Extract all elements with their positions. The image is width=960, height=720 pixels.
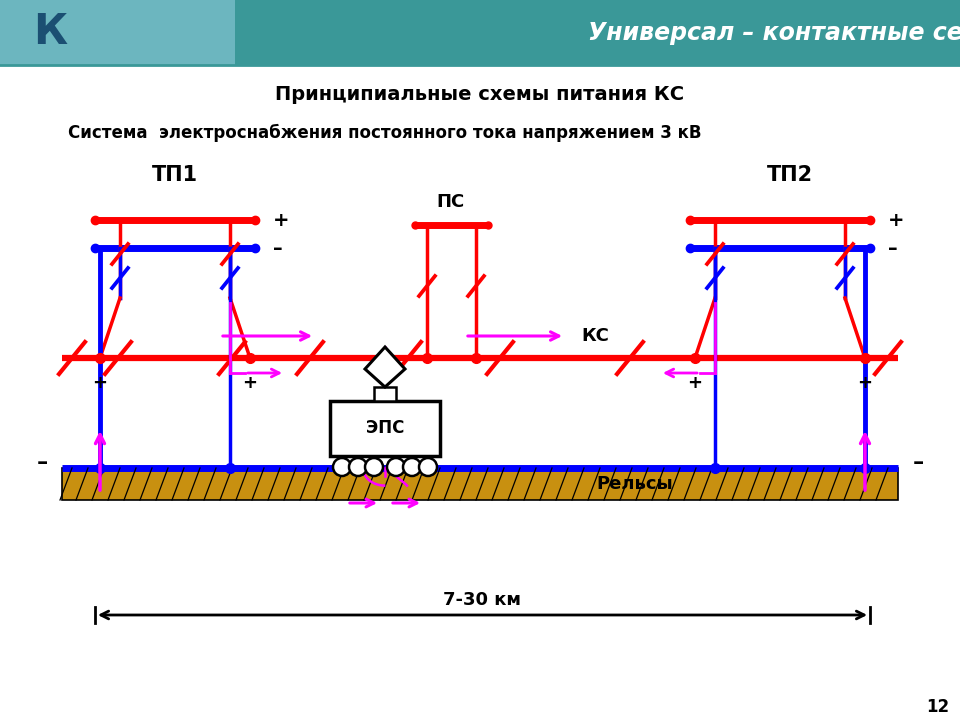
Bar — [0, 0, 960, 65]
Circle shape — [333, 458, 351, 476]
Text: –: – — [273, 238, 282, 258]
Text: КС: КС — [581, 327, 609, 345]
Circle shape — [365, 458, 383, 476]
Bar — [62, 468, 898, 500]
Text: –: – — [912, 453, 924, 473]
Text: +: + — [857, 374, 873, 392]
Text: Система  электроснабжения постоянного тока напряжением 3 кВ: Система электроснабжения постоянного ток… — [68, 124, 702, 142]
Bar — [0, 0, 235, 65]
Circle shape — [387, 458, 405, 476]
Text: Рельсы: Рельсы — [596, 475, 673, 493]
Text: +: + — [888, 210, 904, 230]
Text: ЭПС: ЭПС — [366, 419, 404, 437]
Text: –: – — [36, 453, 48, 473]
Text: Принципиальные схемы питания КС: Принципиальные схемы питания КС — [276, 86, 684, 104]
Text: ПС: ПС — [436, 193, 464, 211]
Text: +: + — [687, 374, 703, 392]
Text: Универсал – контактные сети: Универсал – контактные сети — [588, 21, 960, 45]
Text: К: К — [33, 11, 67, 53]
Circle shape — [419, 458, 437, 476]
Text: +: + — [243, 374, 257, 392]
Polygon shape — [365, 347, 405, 387]
Text: –: – — [888, 238, 898, 258]
Bar — [330, 401, 440, 456]
Text: +: + — [92, 374, 108, 392]
Text: 12: 12 — [926, 698, 949, 716]
Bar — [374, 387, 396, 401]
Circle shape — [349, 458, 367, 476]
Text: 7-30 км: 7-30 км — [443, 591, 521, 609]
Circle shape — [403, 458, 421, 476]
Text: +: + — [273, 210, 290, 230]
Text: ТП1: ТП1 — [152, 165, 198, 185]
Text: ТП2: ТП2 — [767, 165, 813, 185]
